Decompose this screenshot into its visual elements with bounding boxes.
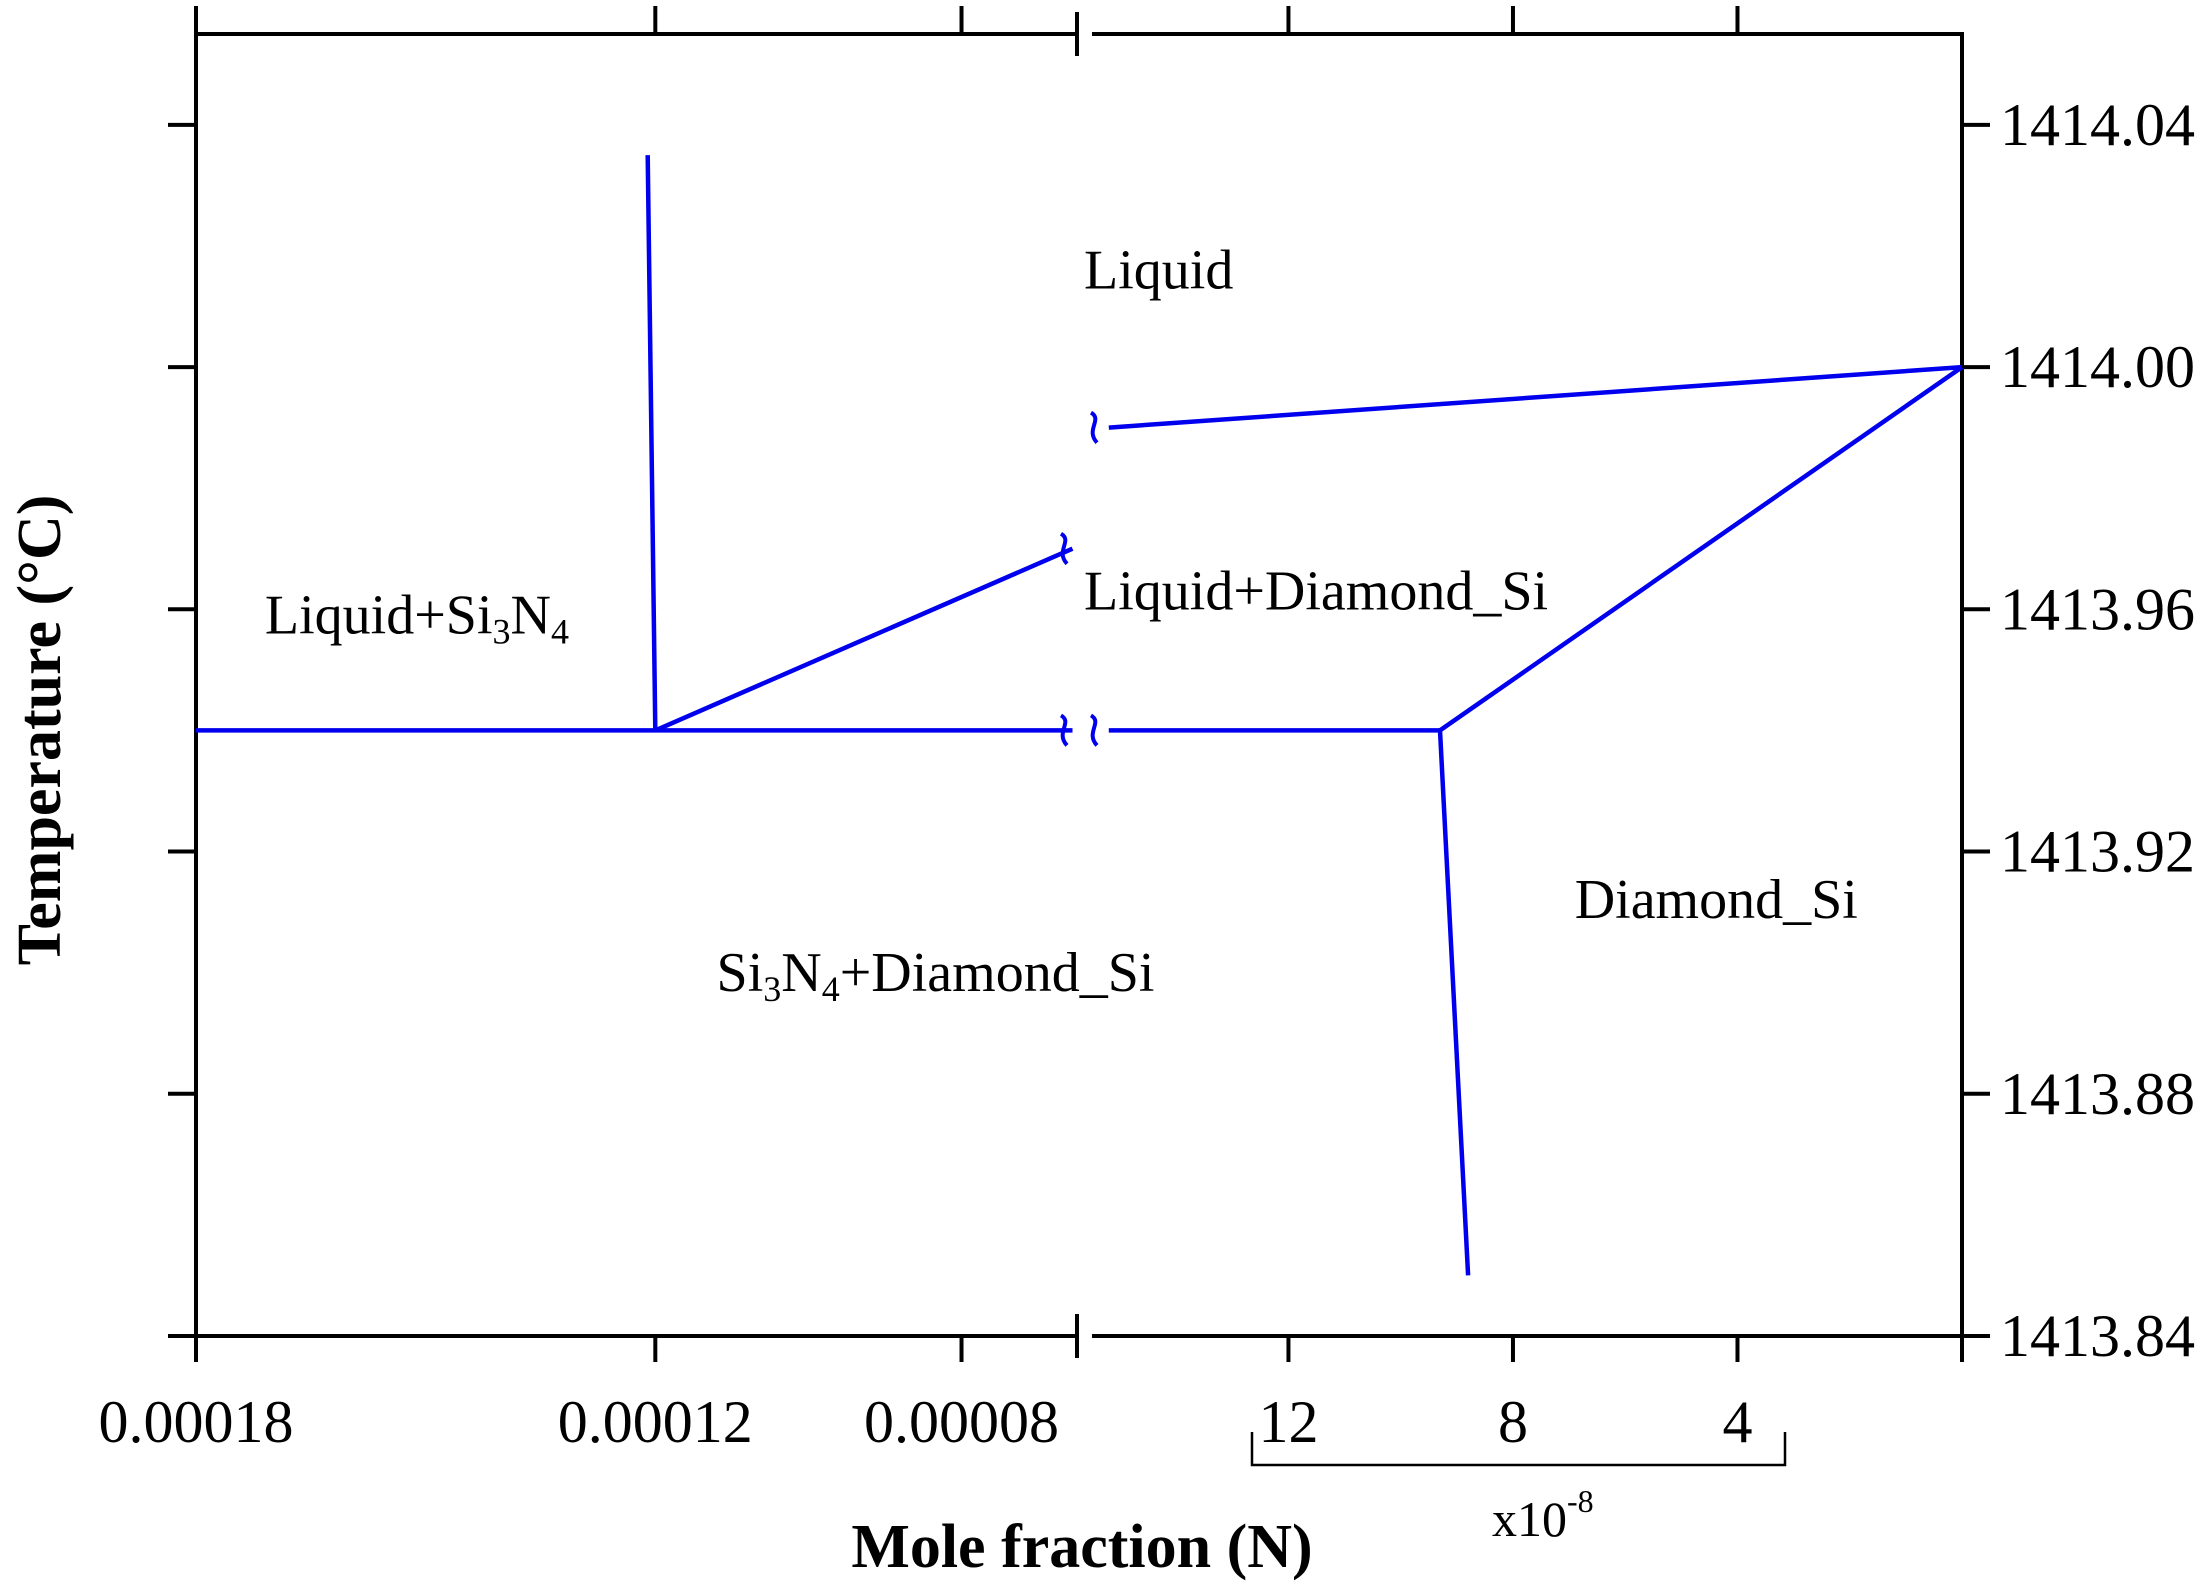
region-label: Diamond_Si (1575, 869, 1858, 931)
y-tick-label: 1414.04 (2000, 92, 2195, 158)
region-label: Liquid+Si3N4 (265, 585, 569, 652)
phase-boundary-line-7 (1437, 730, 1471, 1276)
region-label: Liquid (1084, 239, 1233, 301)
x-tick-label: 12 (1258, 1389, 1318, 1455)
phase-boundary-line-1 (645, 155, 658, 731)
x-tick-label: 8 (1498, 1389, 1528, 1455)
region-label: Liquid+Diamond_Si (1084, 560, 1548, 622)
y-tick-label: 1413.88 (2000, 1061, 2195, 1127)
x-multiplier-label: x10-8 (1492, 1483, 1594, 1547)
y-tick-label: 1413.96 (2000, 576, 2195, 642)
data-break-mark (1059, 532, 1069, 566)
x-tick-label: 0.00018 (99, 1389, 294, 1455)
data-break-mark (1089, 410, 1099, 444)
y-tick-label: 1414.00 (2000, 334, 2195, 400)
y-tick-label: 1413.92 (2000, 819, 2195, 885)
phase-boundary-line-5 (1438, 365, 1964, 733)
x-tick-label: 0.00012 (558, 1389, 753, 1455)
phase-boundary-line-4 (1108, 364, 1963, 430)
x-tick-label: 4 (1722, 1389, 1752, 1455)
multiplier-bracket (1250, 1432, 1787, 1467)
region-label: Si3N4+Diamond_Si (717, 942, 1155, 1009)
y-tick-label: 1413.84 (2000, 1303, 2195, 1369)
data-break-mark (1059, 713, 1069, 747)
data-break-mark (1089, 713, 1099, 747)
y-axis-title: Temperature (°C) (6, 495, 74, 966)
x-tick-label: 0.00008 (864, 1389, 1059, 1455)
x-axis-title: Mole fraction (N) (851, 1513, 1312, 1581)
phase-boundary-line-2 (654, 546, 1074, 733)
